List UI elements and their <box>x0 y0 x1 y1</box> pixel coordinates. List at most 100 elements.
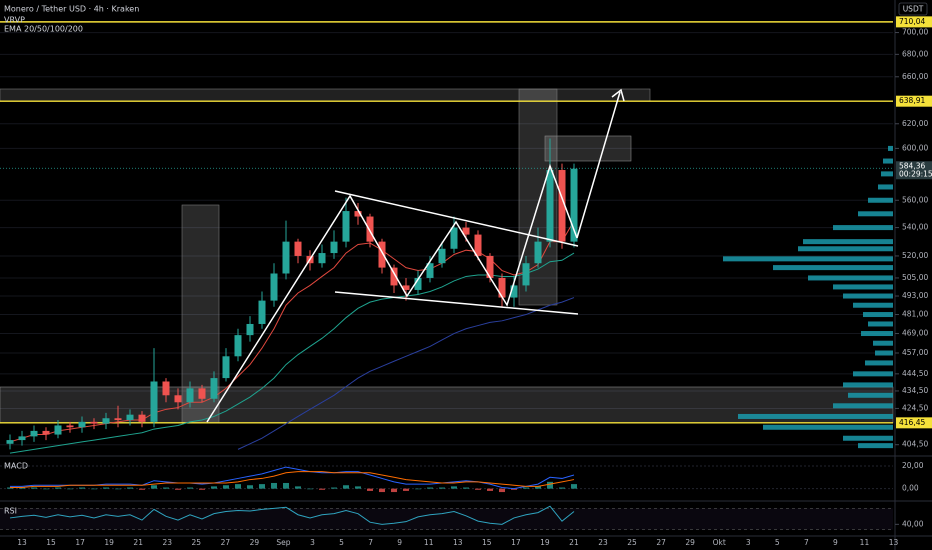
candle-body <box>66 425 74 428</box>
x-tick-label: 17 <box>511 538 521 547</box>
x-tick-label: 21 <box>569 538 579 547</box>
macd-histogram-bar <box>307 488 313 490</box>
volume-profile-bar <box>738 413 893 419</box>
x-tick-label: 15 <box>482 538 492 547</box>
x-tick-label: 25 <box>627 538 637 547</box>
candle-body <box>462 227 470 235</box>
rsi-line <box>9 505 575 525</box>
x-tick-label: 3 <box>746 538 751 547</box>
candle-body <box>162 381 170 396</box>
candle-body <box>126 414 134 421</box>
macd-histogram-bar <box>319 488 325 490</box>
macd-histogram-bar <box>343 485 349 489</box>
macd-histogram-bar <box>43 488 49 490</box>
volume-profile-bar <box>723 256 893 262</box>
macd-histogram-bar <box>175 488 181 490</box>
y-tick-label: 505,00 <box>902 273 928 282</box>
macd-histogram-bar <box>295 486 301 489</box>
level-label-box <box>896 16 932 28</box>
level-label: 638,91 <box>899 96 925 105</box>
x-tick-label: 9 <box>397 538 402 547</box>
y-tick-label: 620,00 <box>902 119 928 128</box>
volume-profile-bar <box>833 284 893 290</box>
candle-body <box>102 418 110 424</box>
volume-profile-bar <box>803 239 893 245</box>
x-tick-label: 13 <box>889 538 899 547</box>
macd-tick-label: 0,00 <box>902 484 919 493</box>
macd-histogram-bar <box>139 488 145 490</box>
candle-body <box>498 277 506 298</box>
macd-histogram-bar <box>499 488 505 493</box>
volume-profile-bar <box>883 158 893 164</box>
macd-histogram-bar <box>415 488 421 490</box>
candle-body <box>30 430 38 437</box>
x-tick-label: 7 <box>804 538 809 547</box>
y-tick-label: 600,00 <box>902 143 928 152</box>
trend-line <box>334 190 579 247</box>
candle-body <box>258 300 266 324</box>
currency-label[interactable]: USDT <box>903 5 924 14</box>
macd-histogram-bar <box>439 487 445 489</box>
y-tick-label: 404,50 <box>902 440 928 449</box>
volume-profile-bar <box>865 360 893 366</box>
candle-body <box>150 381 158 422</box>
y-tick-label: 660,00 <box>902 72 928 81</box>
grid-layer <box>0 32 893 490</box>
macd-histogram-bar <box>475 488 481 490</box>
plot-layer <box>0 21 893 530</box>
ema-line <box>237 297 575 450</box>
macd-histogram-bar <box>223 485 229 489</box>
macd-histogram-bar <box>55 487 61 489</box>
y-tick-label: 493,00 <box>902 291 928 300</box>
macd-histogram-bar <box>91 488 97 490</box>
candle-body <box>294 241 302 256</box>
x-tick-label: 5 <box>339 538 344 547</box>
rsi-band-fill <box>0 508 893 530</box>
candle-body <box>222 356 230 379</box>
currency-box[interactable] <box>898 2 928 16</box>
y-tick-label: 457,00 <box>902 348 928 357</box>
y-tick-label: 700,00 <box>902 28 928 37</box>
macd-histogram-bar <box>151 485 157 489</box>
candle-body <box>90 421 98 424</box>
macd-histogram-bar <box>235 484 241 489</box>
macd-histogram-bar <box>547 481 553 489</box>
zigzag-line <box>206 163 578 423</box>
x-tick-label: 17 <box>75 538 85 547</box>
macd-histogram-bar <box>523 487 529 489</box>
macd-tick-label: 20,00 <box>902 461 924 470</box>
volume-profile-bar <box>861 331 893 337</box>
volume-profile-bar <box>798 246 893 252</box>
candle-body <box>78 421 86 428</box>
x-tick-label: 19 <box>104 538 114 547</box>
x-tick-label: 21 <box>133 538 143 547</box>
trend-line <box>334 291 579 315</box>
y-tick-label: 680,00 <box>902 49 928 58</box>
x-tick-label: 9 <box>833 538 838 547</box>
volume-profile-bar <box>888 145 893 151</box>
macd-histogram-bar <box>559 487 565 489</box>
candle-body <box>546 170 554 242</box>
x-tick-label: Sep <box>276 538 290 547</box>
macd-histogram-bar <box>79 487 85 489</box>
candle-body <box>18 436 26 441</box>
candle-body <box>534 241 542 264</box>
candle-body <box>426 263 434 278</box>
volume-profile-bar <box>875 350 893 356</box>
labels-layer: Monero / Tether USD · 4h · Kraken VRVP E… <box>4 2 932 547</box>
volume-profile-bar <box>853 302 893 308</box>
volume-profile-bar <box>853 371 893 377</box>
candle-body <box>42 430 50 435</box>
volume-profile-bar <box>833 403 893 409</box>
macd-histogram-bar <box>7 487 13 489</box>
candle-body <box>114 418 122 421</box>
candle-body <box>354 211 362 217</box>
x-tick-label: 13 <box>453 538 463 547</box>
candle-body <box>510 285 518 298</box>
drawings-lines <box>206 88 625 423</box>
volume-profile-bar <box>843 382 893 388</box>
volume-profile-bar <box>833 225 893 231</box>
